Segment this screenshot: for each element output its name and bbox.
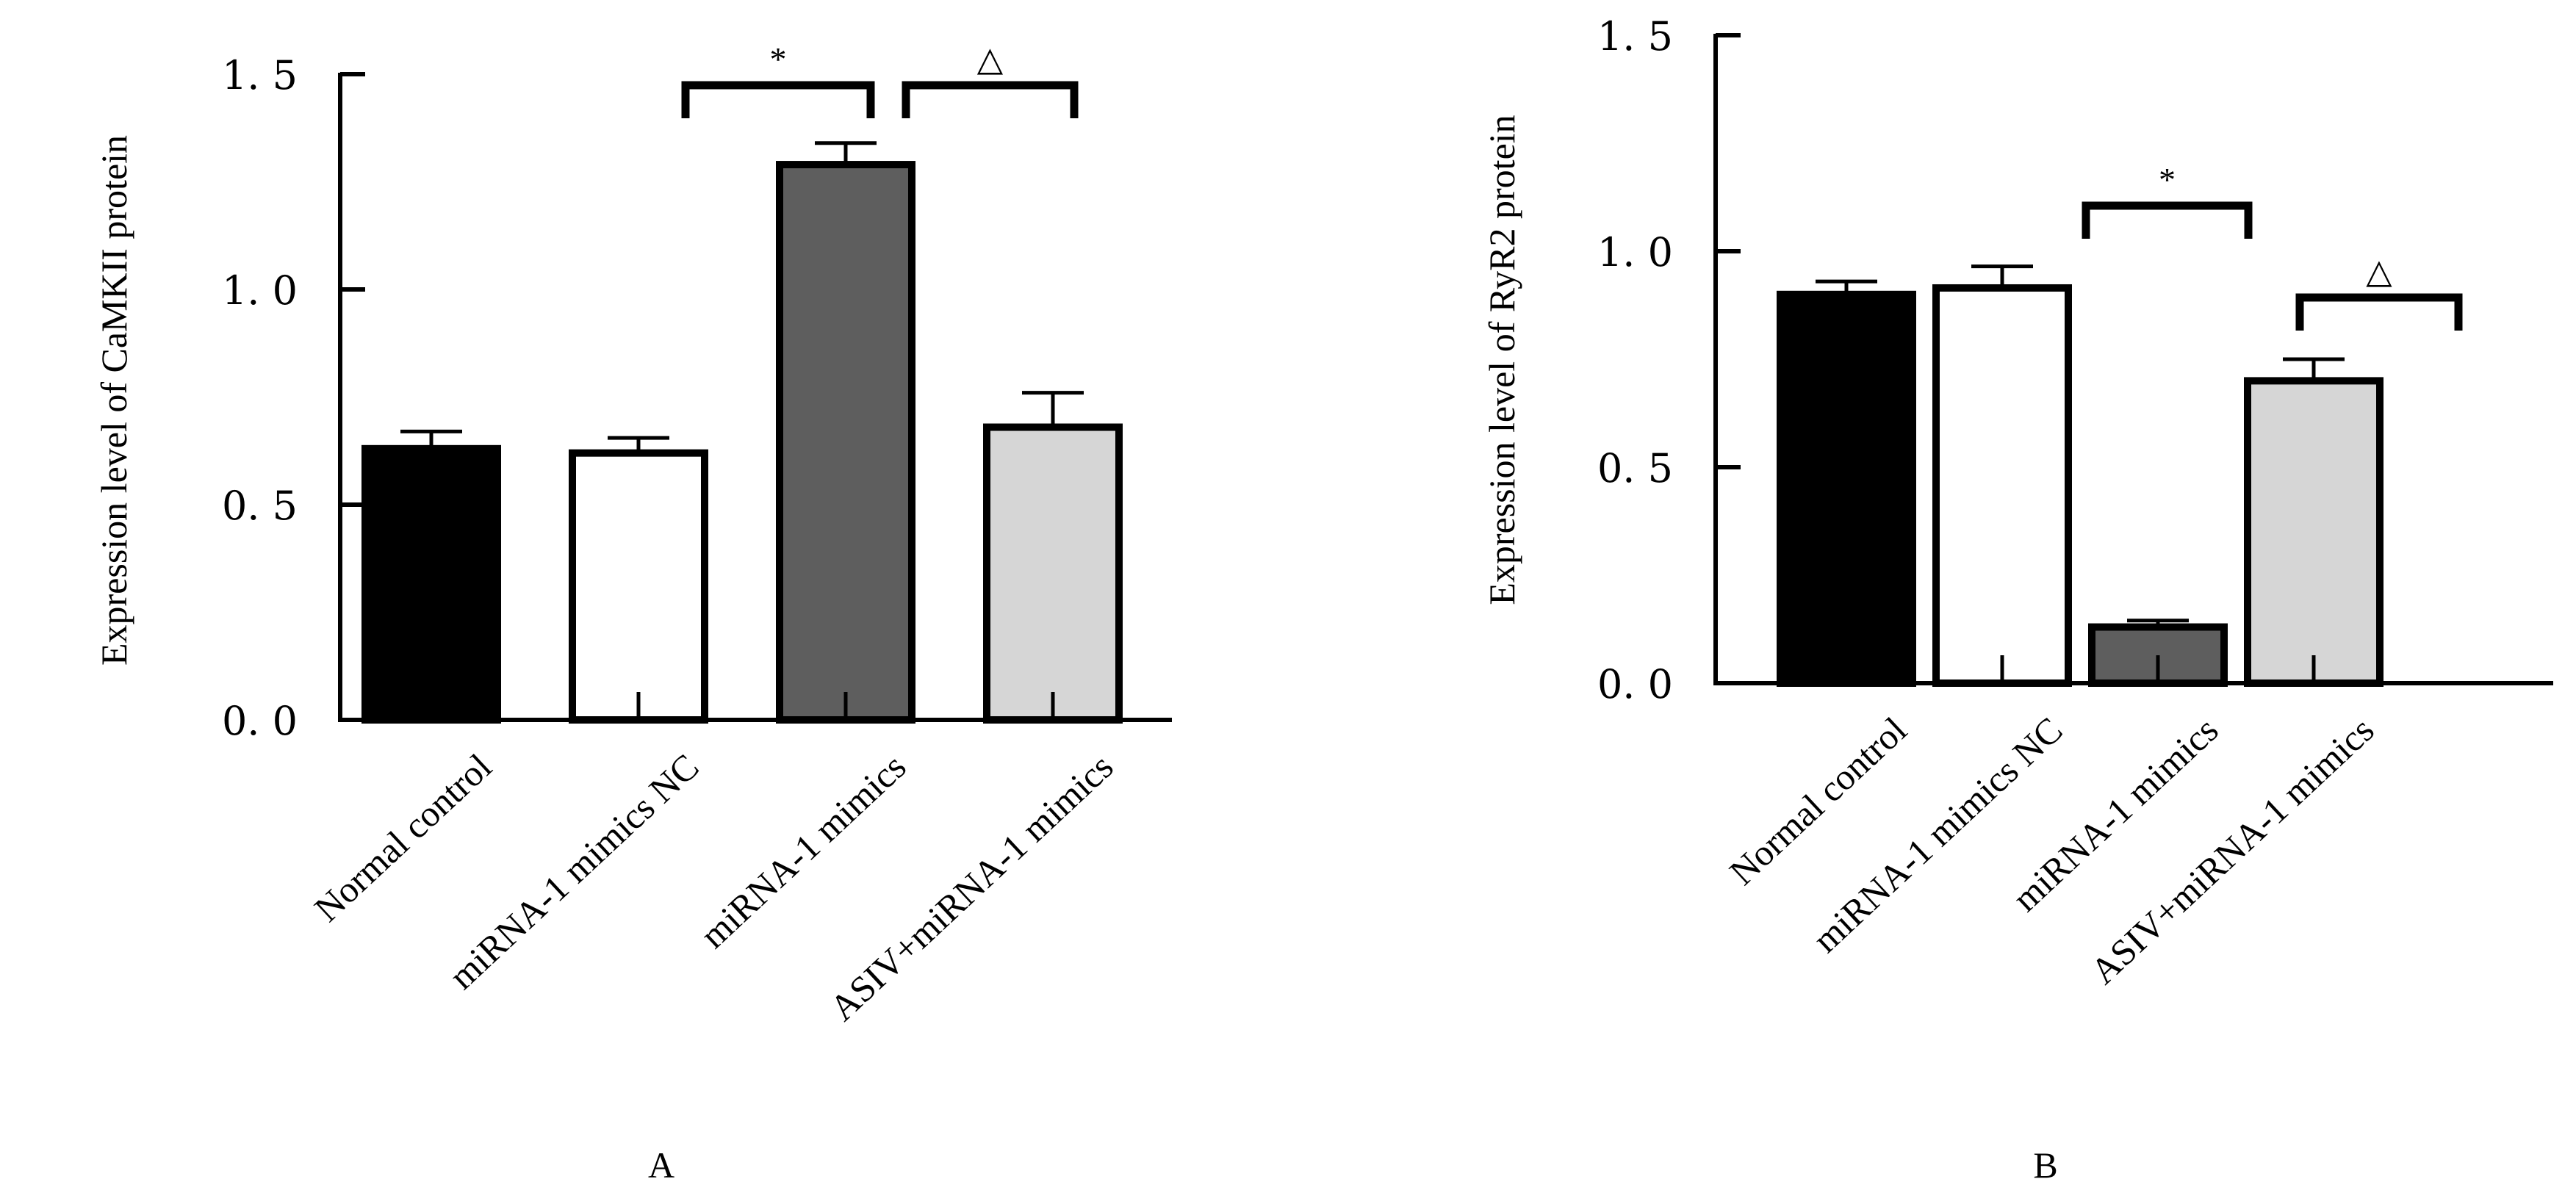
significance-symbol: △ xyxy=(2366,253,2392,290)
bar xyxy=(983,423,1123,724)
y-tick-label: 0. 5 xyxy=(1597,445,1673,491)
x-category-label: miRNA-1 mimics NC xyxy=(1805,709,2070,960)
significance-symbol: △ xyxy=(977,40,1004,78)
bar xyxy=(361,444,501,724)
y-tick-label: 0. 0 xyxy=(222,698,298,744)
y-tick-label: 1. 5 xyxy=(222,52,298,98)
bar xyxy=(1777,290,1916,687)
y-tick-label: 1. 0 xyxy=(1597,229,1673,275)
significance-symbol: * xyxy=(2159,161,2176,198)
x-category-label: ASIV+miRNA-1 mimics xyxy=(2082,709,2381,992)
y-axis-label: Expression level of CaMKII protein xyxy=(93,135,134,666)
x-category-label: miRNA-1 mimics xyxy=(692,746,913,956)
significance-bracket xyxy=(2295,293,2463,331)
bar xyxy=(1932,284,2072,688)
panel-a-label: A xyxy=(648,1144,674,1186)
significance-bracket xyxy=(902,81,1079,118)
panel-b-chart: 0. 0 0. 5 1. 0 1. 5 Expression level of RyR2… xyxy=(1481,13,2553,992)
significance-bracket xyxy=(681,81,875,118)
significance-bracket xyxy=(2082,201,2253,239)
y-tick-label: 1. 5 xyxy=(1597,13,1673,60)
y-tick-label: 1. 0 xyxy=(222,267,298,314)
panel-a-chart: 0. 0 0. 5 1. 0 1. 5 Expression level of CaMK… xyxy=(93,40,1172,1028)
bar xyxy=(569,449,708,724)
y-tick-label: 0. 5 xyxy=(222,483,298,529)
y-tick-label: 0. 0 xyxy=(1597,661,1673,707)
bar xyxy=(776,161,915,724)
x-category-label: Normal control xyxy=(306,746,500,929)
y-axis-label: Expression level of RyR2 protein xyxy=(1481,115,1522,605)
bar xyxy=(2244,377,2383,688)
significance-symbol: * xyxy=(770,40,787,78)
panel-b-label: B xyxy=(2033,1144,2057,1186)
